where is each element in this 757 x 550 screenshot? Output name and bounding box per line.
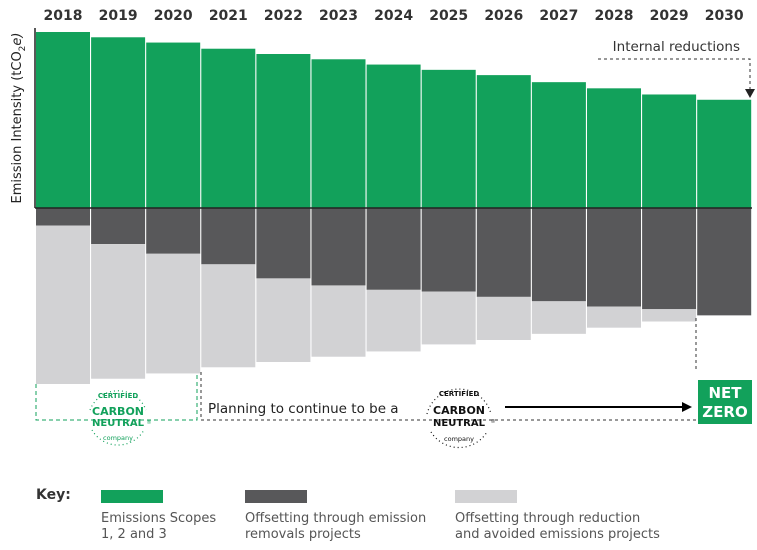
bar-scope-2027 bbox=[531, 82, 586, 208]
bar-avoided-2018 bbox=[36, 225, 90, 384]
year-label-2021: 2021 bbox=[209, 8, 248, 24]
year-label-2028: 2028 bbox=[595, 8, 634, 24]
bar-removals-2020 bbox=[146, 208, 201, 254]
badge-reg-mark: ® bbox=[147, 419, 152, 426]
key-title: Key: bbox=[36, 487, 71, 503]
bar-scope-2025 bbox=[421, 69, 476, 208]
key-label-scope: Emissions Scopes 1, 2 and 3 bbox=[101, 511, 217, 542]
bar-removals-2025 bbox=[421, 208, 476, 292]
bar-removals-2021 bbox=[201, 208, 256, 265]
bar-avoided-2023 bbox=[311, 285, 366, 357]
bar-avoided-2026 bbox=[476, 296, 531, 340]
year-label-2026: 2026 bbox=[484, 8, 523, 24]
badge-company-text: company bbox=[444, 435, 474, 443]
year-label-2020: 2020 bbox=[154, 8, 193, 24]
bar-avoided-2029 bbox=[642, 309, 697, 322]
badge-top-text: CERTIFIED bbox=[439, 390, 480, 398]
badge-neutral-text: NEUTRAL bbox=[92, 418, 145, 429]
carbon-neutral-badge-green: CERTIFIED CARBON NEUTRAL ® company bbox=[89, 390, 152, 446]
bar-removals-2026 bbox=[476, 208, 531, 297]
bar-scope-2026 bbox=[476, 75, 531, 209]
bar-removals-2024 bbox=[366, 208, 421, 290]
planning-bracket bbox=[200, 372, 697, 421]
bar-avoided-2022 bbox=[256, 278, 311, 362]
badge-carbon-text: CARBON bbox=[92, 405, 144, 418]
bar-scope-2020 bbox=[146, 42, 201, 209]
planning-label: Planning to continue to be a bbox=[208, 401, 399, 417]
bar-scope-2029 bbox=[642, 94, 697, 208]
net-zero-line1: NET bbox=[708, 384, 742, 402]
year-label-2025: 2025 bbox=[429, 8, 468, 24]
carbon-neutral-badge-black: CERTIFIED CARBON NEUTRAL ® company bbox=[426, 388, 496, 449]
key-swatch-removals bbox=[245, 490, 307, 503]
year-label-2024: 2024 bbox=[374, 8, 413, 24]
bar-scope-2023 bbox=[311, 59, 366, 208]
bar-avoided-2020 bbox=[146, 253, 201, 374]
key-label-avoided: Offsetting through reduction and avoided … bbox=[455, 511, 660, 542]
bar-avoided-2024 bbox=[366, 289, 421, 352]
badge-carbon-text: CARBON bbox=[433, 404, 485, 417]
bar-removals-2022 bbox=[256, 208, 311, 279]
bars bbox=[36, 32, 752, 384]
bar-scope-2030 bbox=[697, 99, 752, 208]
bar-avoided-2019 bbox=[91, 244, 146, 379]
year-label-2027: 2027 bbox=[539, 8, 578, 24]
year-label-2029: 2029 bbox=[650, 8, 689, 24]
badge-company-text: company bbox=[103, 434, 133, 442]
internal-reductions-bracket bbox=[598, 58, 751, 92]
bar-removals-2019 bbox=[91, 208, 146, 245]
internal-reductions-arrowhead bbox=[745, 89, 755, 98]
internal-reductions-label: Internal reductions bbox=[613, 39, 740, 55]
bar-scope-2019 bbox=[91, 37, 146, 208]
badge-neutral-text: NEUTRAL bbox=[433, 418, 486, 429]
year-label-2019: 2019 bbox=[99, 8, 138, 24]
bar-removals-2018 bbox=[36, 208, 90, 226]
year-label-2018: 2018 bbox=[44, 8, 83, 24]
bar-avoided-2021 bbox=[201, 264, 256, 368]
net-zero-box bbox=[698, 380, 752, 424]
year-labels: 2018 2019 2020 2021 2022 2023 2024 2025 2026 2027… bbox=[44, 8, 744, 24]
bar-scope-2024 bbox=[366, 64, 421, 208]
bar-scope-2028 bbox=[587, 88, 641, 208]
bar-removals-2027 bbox=[531, 208, 586, 302]
bar-removals-2029 bbox=[642, 208, 697, 310]
year-label-2022: 2022 bbox=[264, 8, 303, 24]
certified-period-outline bbox=[35, 372, 198, 421]
bar-removals-2028 bbox=[587, 208, 641, 307]
bar-removals-2023 bbox=[311, 208, 366, 286]
planning-arrowhead bbox=[682, 402, 692, 412]
key-swatch-scope bbox=[101, 490, 163, 503]
badge-reg-mark: ® bbox=[491, 418, 496, 425]
year-label-2030: 2030 bbox=[705, 8, 744, 24]
year-label-2023: 2023 bbox=[319, 8, 358, 24]
badge-top-text: CERTIFIED bbox=[98, 392, 139, 400]
y-axis-label: Emission Intensity (tCO2e) bbox=[10, 33, 28, 204]
key-label-removals: Offsetting through emission removals proj… bbox=[245, 511, 427, 542]
bar-scope-2021 bbox=[201, 48, 256, 208]
bar-scope-2022 bbox=[256, 54, 311, 208]
bar-removals-2030 bbox=[697, 208, 752, 316]
key-swatch-avoided bbox=[455, 490, 517, 503]
net-zero-line2: ZERO bbox=[702, 403, 747, 421]
bar-avoided-2025 bbox=[421, 291, 476, 345]
bar-avoided-2028 bbox=[587, 306, 641, 328]
bar-avoided-2027 bbox=[531, 301, 586, 334]
bar-scope-2018 bbox=[36, 32, 90, 208]
